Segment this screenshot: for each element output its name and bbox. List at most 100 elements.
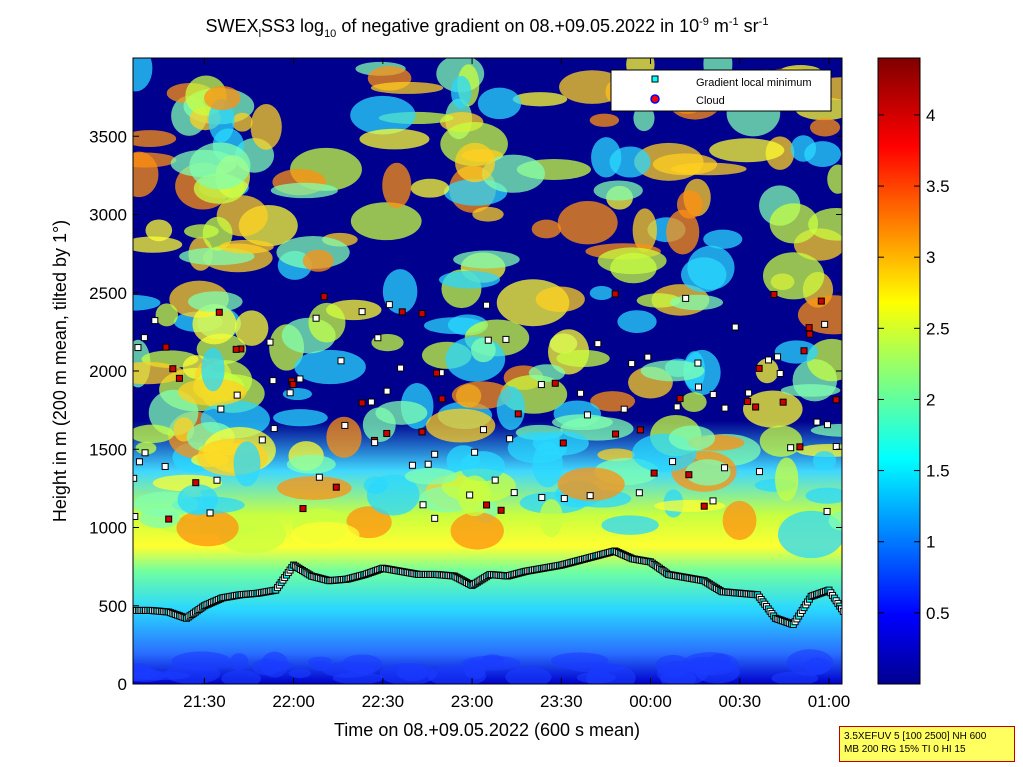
gradient-minimum-marker <box>133 474 138 482</box>
cloud-marker <box>752 403 760 411</box>
gradient-minimum-marker <box>832 443 840 451</box>
title-part-e: of negative gradient on 08.+09.05.2022 i… <box>336 16 699 36</box>
cloud-marker <box>514 410 522 418</box>
x-tick-label: 21:30 <box>183 692 226 711</box>
gradient-minimum-marker <box>315 473 323 481</box>
cloud-marker <box>800 347 808 355</box>
heatmap-patch <box>171 651 232 671</box>
cloud-marker <box>320 293 328 301</box>
gradient-minimum-marker <box>419 501 427 509</box>
heatmap-patch <box>404 467 458 485</box>
heatmap-patches <box>133 58 842 684</box>
gradient-minimum-marker <box>765 356 773 364</box>
gradient-minimum-marker <box>258 436 266 444</box>
gradient-minimum-marker <box>397 364 405 372</box>
cloud-marker <box>806 330 814 338</box>
heatmap-patch <box>135 441 157 455</box>
x-tick-label: 00:30 <box>718 692 761 711</box>
gradient-minimum-marker <box>694 359 702 367</box>
heatmap-patch <box>459 451 506 482</box>
x-tick-label: 22:00 <box>272 692 315 711</box>
x-tick-label: 23:30 <box>540 692 583 711</box>
cloud-marker <box>744 398 752 406</box>
cloud-marker <box>215 308 223 316</box>
gradient-minimum-marker <box>217 405 225 413</box>
heatmap-patch <box>589 285 614 301</box>
heatmap-patch <box>808 208 842 241</box>
heatmap-patch <box>805 487 842 504</box>
gradient-minimum-marker <box>296 375 304 383</box>
heatmap-patch <box>176 509 239 547</box>
gradient-minimum-marker <box>560 495 568 503</box>
cloud-marker <box>483 501 491 509</box>
gradient-minimum-marker <box>383 387 391 395</box>
cloud-marker <box>433 369 441 377</box>
heatmap-patch <box>477 87 522 120</box>
gradient-minimum-marker <box>510 489 518 497</box>
gradient-minimum-marker <box>839 607 842 615</box>
colorbar-tick-label: 4 <box>926 106 935 125</box>
heatmap-patch <box>177 378 247 406</box>
heatmap-patch <box>202 216 233 251</box>
gradient-minimum-marker <box>213 476 221 484</box>
gradient-minimum-marker <box>745 389 753 397</box>
title-part-g: m <box>709 16 729 36</box>
cloud-marker <box>289 380 297 388</box>
title-part-h: -1 <box>729 16 739 28</box>
marker-layer <box>133 290 842 629</box>
legend-marker-cloud <box>650 94 660 104</box>
cloud-marker <box>650 469 658 477</box>
gradient-minimum-marker <box>709 497 717 505</box>
info-box-line-2: MB 200 RG 15% TI 0 HI 15 <box>844 744 966 755</box>
heatmap-patch <box>481 154 545 193</box>
heatmap-patch <box>556 349 610 368</box>
cloud-marker <box>192 479 200 487</box>
heatmap-patch <box>189 142 251 190</box>
heatmap-patch <box>804 657 831 675</box>
heatmap-patch <box>557 201 618 245</box>
cloud-marker <box>162 343 170 351</box>
gradient-minimum-marker <box>841 610 842 618</box>
gradient-minimum-marker <box>233 391 241 399</box>
gradient-minimum-marker <box>408 461 416 469</box>
gradient-minimum-marker <box>270 425 278 433</box>
heatmap-patch <box>828 510 842 531</box>
heatmap-patch <box>302 249 334 272</box>
heatmap-patch <box>451 381 512 410</box>
heatmap-patch <box>703 229 743 249</box>
y-axis-label: Height in m (200 m mean, tilted by 1°) <box>50 220 70 522</box>
gradient-minimum-marker <box>620 405 628 413</box>
gradient-minimum-marker <box>431 450 439 458</box>
gradient-minimum-marker <box>709 391 717 399</box>
gradient-minimum-marker <box>644 353 652 361</box>
y-axis: 0 500 1000 1500 2000 2500 3000 3500 <box>89 127 842 694</box>
heatmap-patch <box>350 202 422 241</box>
heatmap-patch <box>379 662 437 684</box>
legend-label-gradient-minimum: Gradient local minimum <box>696 77 812 89</box>
x-tick-label: 00:00 <box>629 692 672 711</box>
title-part-a: SWEX <box>206 16 259 36</box>
colorbar-tick-label: 1 <box>926 533 935 552</box>
heatmap-patch <box>133 663 153 677</box>
heatmap-patch <box>597 247 667 275</box>
gradient-minimum-marker <box>694 383 702 391</box>
cloud-marker <box>165 515 173 523</box>
heatmap-patch <box>133 152 177 168</box>
gradient-minimum-marker <box>337 357 345 365</box>
heatmap-patch <box>589 113 620 127</box>
heatmap-patch <box>133 130 177 147</box>
cloud-marker <box>612 430 620 438</box>
gradient-minimum-marker <box>491 476 499 484</box>
heatmap-patch <box>774 457 799 502</box>
gradient-minimum-marker <box>358 308 366 316</box>
gradient-minimum-marker <box>266 338 274 346</box>
gradient-minimum-marker <box>774 353 782 361</box>
heatmap-patch <box>204 86 241 111</box>
title-part-i: sr <box>739 16 759 36</box>
cloud-marker <box>383 429 391 437</box>
heatmap-patch <box>593 180 643 201</box>
title-part-b: l <box>259 28 261 40</box>
gradient-minimum-marker <box>479 426 487 434</box>
heatmap-patch <box>155 303 179 327</box>
